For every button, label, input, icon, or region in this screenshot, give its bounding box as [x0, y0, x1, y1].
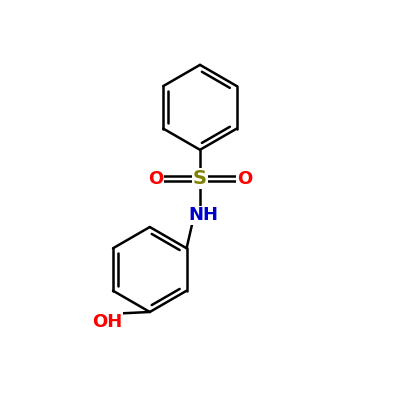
Text: O: O: [237, 170, 252, 188]
Text: NH: NH: [189, 206, 219, 224]
Text: O: O: [148, 170, 163, 188]
Text: OH: OH: [92, 313, 122, 331]
Text: S: S: [193, 169, 207, 188]
